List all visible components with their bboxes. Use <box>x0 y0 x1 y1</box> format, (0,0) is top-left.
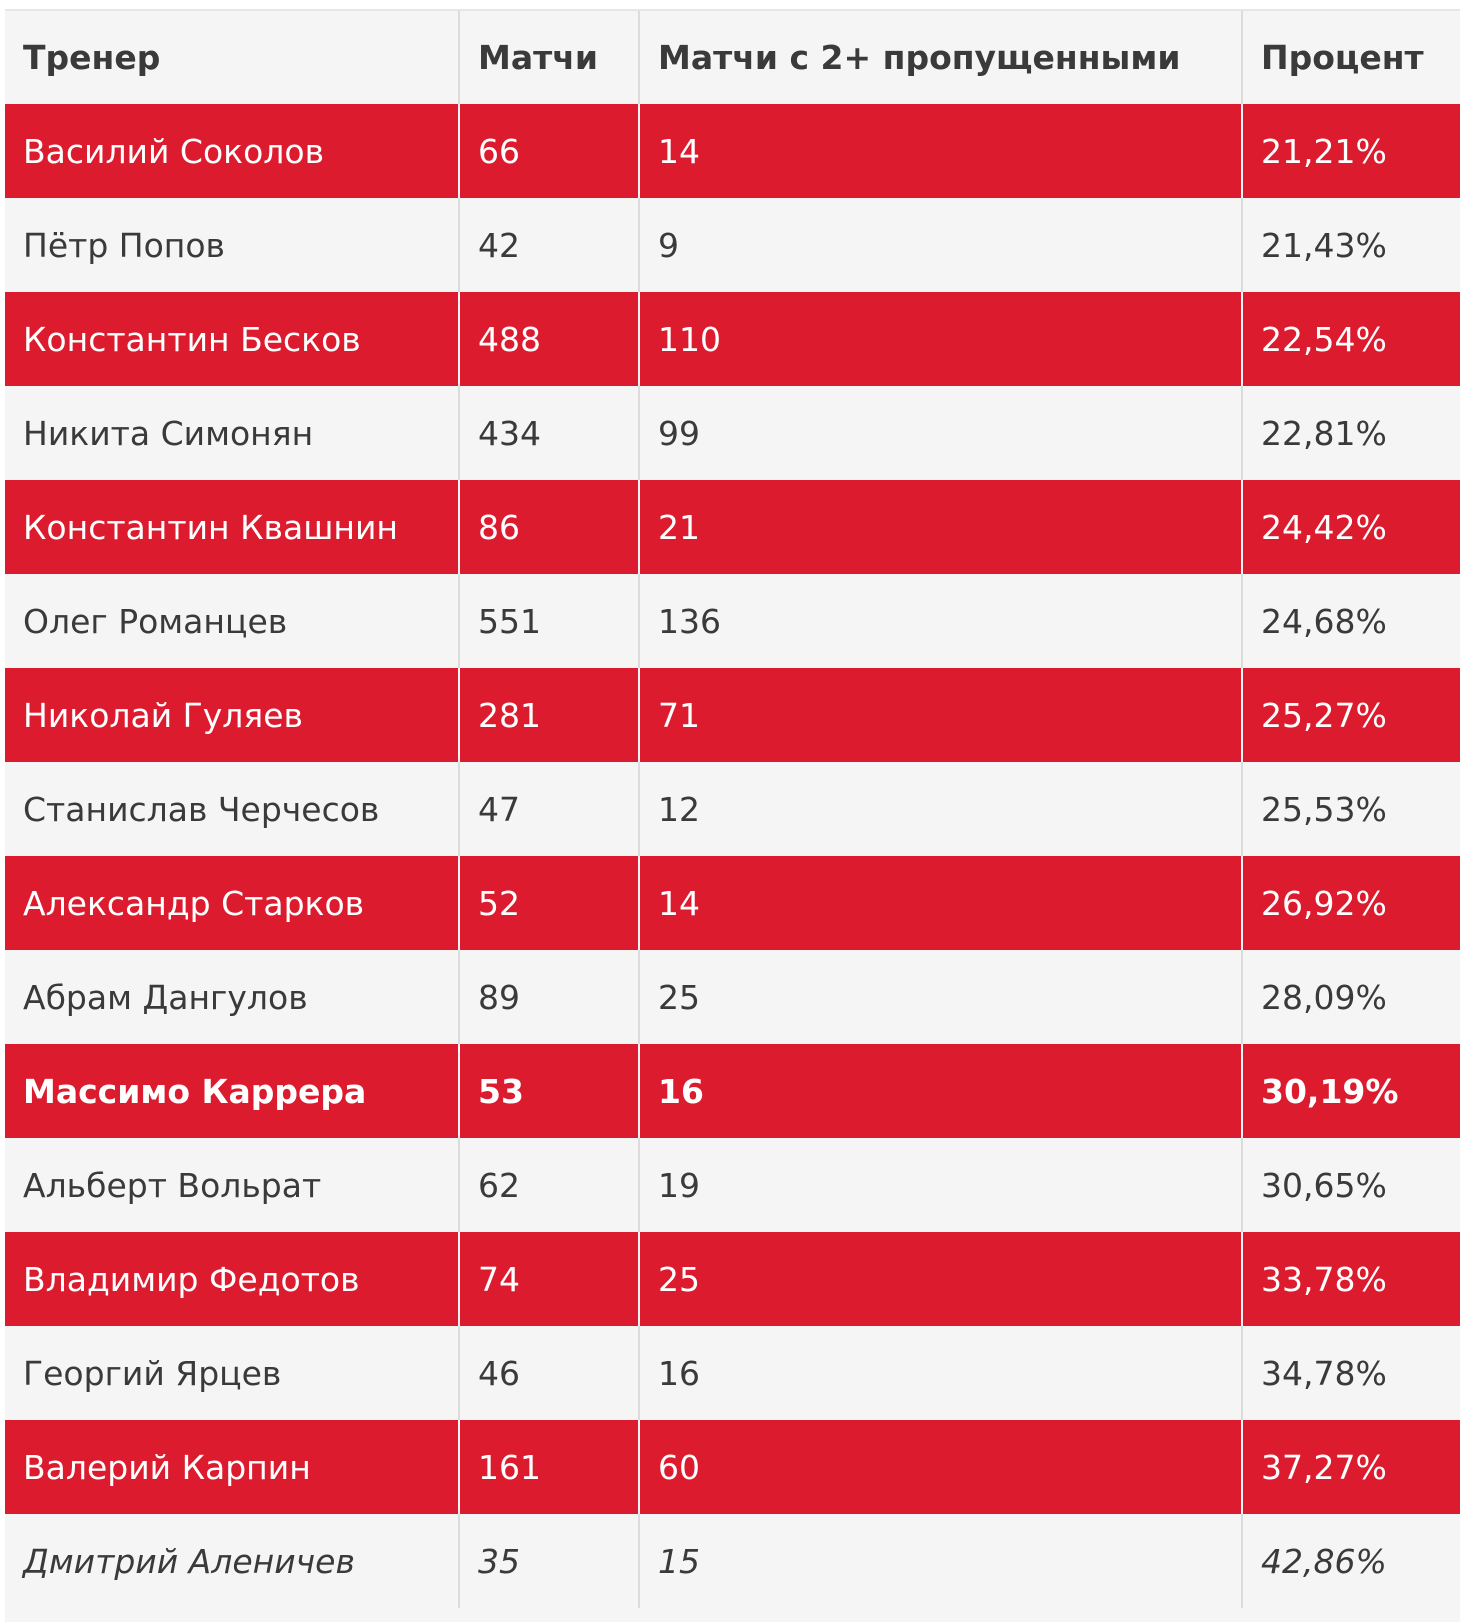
cell-matches: 89 <box>459 950 640 1044</box>
cell-coach: Никита Симонян <box>5 386 460 480</box>
cell-conceded-2plus: 136 <box>639 574 1243 668</box>
cell-percent: 34,78% <box>1242 1326 1460 1420</box>
header-percent[interactable]: Процент <box>1242 11 1460 104</box>
cell-percent: 33,78% <box>1242 1232 1460 1326</box>
header-conceded-2plus[interactable]: Матчи с 2+ пропущенными <box>639 11 1243 104</box>
cell-coach: Альберт Вольрат <box>5 1138 460 1232</box>
cell-percent: 21,43% <box>1242 198 1460 292</box>
table-row: Константин Бесков 488 110 22,54% <box>5 292 1460 386</box>
cell-matches: 161 <box>459 1420 640 1514</box>
cell-coach: Владимир Федотов <box>5 1232 460 1326</box>
cell-conceded-2plus: 16 <box>639 1044 1243 1138</box>
table-header-row: Тренер Матчи Матчи с 2+ пропущенными Про… <box>5 11 1460 104</box>
cell-conceded-2plus: 71 <box>639 668 1243 762</box>
table-row: Владимир Федотов 74 25 33,78% <box>5 1232 1460 1326</box>
cell-conceded-2plus: 60 <box>639 1420 1243 1514</box>
cell-matches: 47 <box>459 762 640 856</box>
cell-percent: 30,65% <box>1242 1138 1460 1232</box>
cell-coach: Константин Бесков <box>5 292 460 386</box>
cell-percent: 30,19% <box>1242 1044 1460 1138</box>
cell-conceded-2plus: 99 <box>639 386 1243 480</box>
cell-coach: Олег Романцев <box>5 574 460 668</box>
coach-stats-table-container: Тренер Матчи Матчи с 2+ пропущенными Про… <box>5 9 1460 1622</box>
cell-conceded-2plus: 15 <box>639 1514 1243 1608</box>
cell-percent: 37,27% <box>1242 1420 1460 1514</box>
header-coach[interactable]: Тренер <box>5 11 460 104</box>
cell-percent: 28,09% <box>1242 950 1460 1044</box>
cell-percent: 22,54% <box>1242 292 1460 386</box>
cell-coach: Массимо Каррера <box>5 1044 460 1138</box>
cell-matches: 74 <box>459 1232 640 1326</box>
cell-conceded-2plus: 21 <box>639 480 1243 574</box>
table-row: Георгий Ярцев 46 16 34,78% <box>5 1326 1460 1420</box>
cell-matches: 488 <box>459 292 640 386</box>
cell-percent: 42,86% <box>1242 1514 1460 1608</box>
cell-matches: 66 <box>459 104 640 198</box>
table-row: Станислав Черчесов 47 12 25,53% <box>5 762 1460 856</box>
cell-conceded-2plus: 19 <box>639 1138 1243 1232</box>
header-matches[interactable]: Матчи <box>459 11 640 104</box>
cell-coach: Валерий Карпин <box>5 1420 460 1514</box>
cell-coach: Георгий Ярцев <box>5 1326 460 1420</box>
cell-percent: 25,27% <box>1242 668 1460 762</box>
cell-matches: 35 <box>459 1514 640 1608</box>
cell-percent: 25,53% <box>1242 762 1460 856</box>
cell-conceded-2plus: 25 <box>639 1232 1243 1326</box>
cell-matches: 434 <box>459 386 640 480</box>
cell-coach: Абрам Дангулов <box>5 950 460 1044</box>
cell-percent: 21,21% <box>1242 104 1460 198</box>
cell-conceded-2plus: 9 <box>639 198 1243 292</box>
table-row: Массимо Каррера 53 16 30,19% <box>5 1044 1460 1138</box>
table-row: Василий Соколов 66 14 21,21% <box>5 104 1460 198</box>
cell-conceded-2plus: 14 <box>639 856 1243 950</box>
cell-conceded-2plus: 25 <box>639 950 1243 1044</box>
cell-coach: Дмитрий Аленичев <box>5 1514 460 1608</box>
cell-conceded-2plus: 16 <box>639 1326 1243 1420</box>
table-body: Василий Соколов 66 14 21,21% Пётр Попов 42 9 21… <box>5 104 1460 1608</box>
cell-percent: 24,42% <box>1242 480 1460 574</box>
table-row: Олег Романцев 551 136 24,68% <box>5 574 1460 668</box>
cell-matches: 42 <box>459 198 640 292</box>
table-row: Абрам Дангулов 89 25 28,09% <box>5 950 1460 1044</box>
cell-coach: Николай Гуляев <box>5 668 460 762</box>
cell-conceded-2plus: 110 <box>639 292 1243 386</box>
cell-matches: 86 <box>459 480 640 574</box>
table-row: Альберт Вольрат 62 19 30,65% <box>5 1138 1460 1232</box>
cell-coach: Станислав Черчесов <box>5 762 460 856</box>
cell-percent: 22,81% <box>1242 386 1460 480</box>
cell-conceded-2plus: 14 <box>639 104 1243 198</box>
cell-coach: Василий Соколов <box>5 104 460 198</box>
cell-conceded-2plus: 12 <box>639 762 1243 856</box>
cell-coach: Константин Квашнин <box>5 480 460 574</box>
cell-matches: 281 <box>459 668 640 762</box>
cell-matches: 551 <box>459 574 640 668</box>
table-row: Валерий Карпин 161 60 37,27% <box>5 1420 1460 1514</box>
cell-matches: 52 <box>459 856 640 950</box>
table-row: Николай Гуляев 281 71 25,27% <box>5 668 1460 762</box>
cell-matches: 53 <box>459 1044 640 1138</box>
cell-matches: 46 <box>459 1326 640 1420</box>
table-row: Пётр Попов 42 9 21,43% <box>5 198 1460 292</box>
cell-coach: Александр Старков <box>5 856 460 950</box>
table-row: Александр Старков 52 14 26,92% <box>5 856 1460 950</box>
cell-percent: 26,92% <box>1242 856 1460 950</box>
table-row: Константин Квашнин 86 21 24,42% <box>5 480 1460 574</box>
coach-stats-table: Тренер Матчи Матчи с 2+ пропущенными Про… <box>5 11 1460 1608</box>
table-row: Дмитрий Аленичев 35 15 42,86% <box>5 1514 1460 1608</box>
cell-matches: 62 <box>459 1138 640 1232</box>
table-row: Никита Симонян 434 99 22,81% <box>5 386 1460 480</box>
cell-percent: 24,68% <box>1242 574 1460 668</box>
cell-coach: Пётр Попов <box>5 198 460 292</box>
